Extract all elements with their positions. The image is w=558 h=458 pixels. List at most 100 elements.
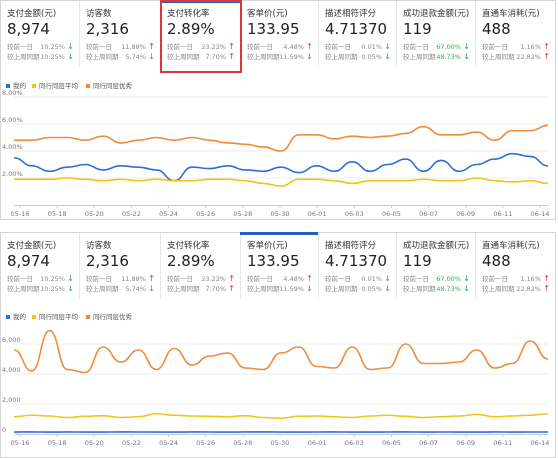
compare-percent: 48.73%: [436, 285, 461, 293]
compare-label: 较前一日: [167, 43, 193, 51]
metric-card[interactable]: 成功退款金额(元) 119 较前一日 67.00% ↓ 较上周同期 48.73% ↓: [397, 233, 476, 299]
compare-last-week: 较上周同期 22.82% ↑: [482, 284, 551, 294]
metric-title: 客单价(元): [247, 241, 288, 251]
compare-prev-day: 较前一日 23.23% ↑: [167, 42, 236, 52]
compare-label: 较上周同期: [247, 285, 280, 293]
compare-last-week: 较上周同期 0.05% ↓: [325, 52, 392, 62]
metric-card[interactable]: 客单价(元) 133.95 较前一日 4.48% ↑ 较上周同期 11.59% ↓: [241, 1, 319, 67]
arrow-down-icon: ↓: [67, 42, 74, 51]
arrow-down-icon: ↓: [67, 274, 74, 283]
metric-card[interactable]: 支付转化率 2.89% 较前一日 23.23% ↑ 较上周同期 7.70% ↑: [161, 1, 241, 67]
x-tick-label: 05-18: [48, 439, 67, 447]
metric-card[interactable]: 访客数 2,316 较前一日 11.88% ↑ 较上周同期 5.74% ↓: [80, 1, 161, 67]
metric-card[interactable]: 描述相符评分 4.71370 较前一日 0.01% ↓ 较上周同期 0.05% ↓: [319, 1, 397, 67]
x-tick-label: 05-26: [196, 439, 215, 447]
series-line: [13, 329, 549, 374]
x-tick-label: 05-24: [159, 439, 178, 447]
metric-card[interactable]: 支付金额(元) 8,974 较前一日 10.25% ↓ 较上周同期 10.25% ↓: [1, 233, 80, 299]
legend-swatch: [86, 84, 90, 88]
y-tick-label: 6.00%: [2, 116, 23, 124]
compare-percent: 11.59%: [279, 285, 304, 293]
legend-item[interactable]: 我的: [6, 311, 26, 321]
series-line: [13, 412, 549, 420]
metric-card[interactable]: 直通车消耗(元) 488 较前一日 1.16% ↑ 较上周同期 22.82% ↑: [476, 233, 555, 299]
compare-percent: 22.82%: [516, 53, 541, 61]
x-tick-label: 06-07: [419, 210, 438, 218]
x-tick-label: 05-20: [85, 210, 104, 218]
metric-title: 成功退款金额(元): [403, 241, 470, 251]
compare-label: 较前一日: [7, 275, 33, 283]
compare-label: 较上周同期: [482, 53, 515, 61]
metric-title: 访客数: [86, 241, 112, 251]
legend-item[interactable]: 我的: [6, 80, 26, 90]
metric-title: 支付转化率: [167, 9, 210, 19]
arrow-down-icon: ↓: [67, 52, 74, 61]
compare-label: 较前一日: [86, 275, 112, 283]
x-tick-label: 06-14: [531, 439, 550, 447]
compare-label: 较上周同期: [86, 285, 119, 293]
compare-percent: 11.59%: [279, 53, 304, 61]
legend-item[interactable]: 同行同层平均: [32, 311, 78, 321]
arrow-up-icon: ↑: [228, 42, 235, 51]
x-tick-label: 06-09: [456, 210, 475, 218]
compare-label: 较前一日: [325, 43, 351, 51]
x-tick-label: 06-11: [493, 210, 512, 218]
x-tick-label: 06-03: [345, 210, 364, 218]
compare-label: 较上周同期: [86, 53, 119, 61]
compare-prev-day: 较前一日 0.01% ↓: [325, 42, 392, 52]
arrow-up-icon: ↑: [228, 274, 235, 283]
x-tick-label: 05-22: [122, 439, 141, 447]
arrow-down-icon: ↓: [148, 284, 155, 293]
arrow-up-icon: ↑: [228, 52, 235, 61]
compare-label: 较前一日: [247, 43, 273, 51]
legend-label: 我的: [13, 82, 26, 90]
y-tick-label: 4,000: [2, 366, 21, 374]
compare-percent: 11.88%: [121, 43, 146, 51]
metric-value: 4.71370: [325, 20, 388, 38]
arrow-up-icon: ↑: [543, 42, 550, 51]
metric-value: 133.95: [247, 252, 300, 270]
legend-item[interactable]: 同行同层平均: [32, 80, 78, 90]
compare-label: 较上周同期: [167, 53, 200, 61]
compare-prev-day: 较前一日 23.23% ↑: [167, 274, 236, 284]
metric-card[interactable]: 描述相符评分 4.71370 较前一日 0.01% ↓ 较上周同期 0.05% ↓: [319, 233, 397, 299]
x-tick-label: 05-16: [11, 439, 30, 447]
compare-label: 较上周同期: [403, 285, 436, 293]
compare-label: 较上周同期: [167, 285, 200, 293]
metric-card[interactable]: 支付金额(元) 8,974 较前一日 10.25% ↓ 较上周同期 10.25% ↓: [1, 1, 80, 67]
legend-label: 我的: [13, 313, 26, 321]
compare-last-week: 较上周同期 0.05% ↓: [325, 284, 392, 294]
panel-border: [0, 0, 556, 220]
legend-item[interactable]: 同行同层优秀: [86, 80, 132, 90]
compare-prev-day: 较前一日 1.16% ↑: [482, 42, 551, 52]
metric-card[interactable]: 成功退款金额(元) 119 较前一日 67.00% ↓ 较上周同期 48.73% ↓: [397, 1, 476, 67]
legend-item[interactable]: 同行同层优秀: [86, 311, 132, 321]
legend-swatch: [32, 84, 36, 88]
legend-label: 同行同层平均: [39, 82, 78, 90]
metric-title: 直通车消耗(元): [482, 9, 540, 19]
metric-value: 2,316: [86, 252, 129, 270]
x-tick-label: 05-30: [271, 210, 290, 218]
compare-last-week: 较上周同期 5.74% ↓: [86, 52, 156, 62]
metric-card[interactable]: 支付转化率 2.89% 较前一日 23.23% ↑ 较上周同期 7.70% ↑: [161, 233, 241, 299]
legend-label: 同行同层优秀: [93, 313, 132, 321]
compare-percent: 0.05%: [361, 285, 382, 293]
metric-card[interactable]: 客单价(元) 133.95 较前一日 4.48% ↑ 较上周同期 11.59% ↓: [241, 233, 319, 299]
compare-percent: 11.88%: [121, 275, 146, 283]
compare-last-week: 较上周同期 48.73% ↓: [403, 284, 471, 294]
series-line: [13, 152, 549, 182]
arrow-down-icon: ↓: [463, 42, 470, 51]
compare-percent: 4.48%: [283, 275, 304, 283]
metric-value: 133.95: [247, 20, 300, 38]
legend-swatch: [6, 315, 10, 319]
metric-title: 访客数: [86, 9, 112, 19]
compare-percent: 1.16%: [520, 275, 541, 283]
compare-percent: 67.00%: [436, 43, 461, 51]
compare-label: 较前一日: [7, 43, 33, 51]
compare-percent: 23.23%: [201, 43, 226, 51]
metric-card[interactable]: 访客数 2,316 较前一日 11.88% ↑ 较上周同期 5.74% ↓: [80, 233, 161, 299]
metric-value: 119: [403, 252, 432, 270]
metric-strip: 支付金额(元) 8,974 较前一日 10.25% ↓ 较上周同期 10.25% ↓ 访客数 2,…: [1, 1, 555, 67]
metric-card[interactable]: 直通车消耗(元) 488 较前一日 1.16% ↑ 较上周同期 22.82% ↑: [476, 1, 555, 67]
arrow-up-icon: ↑: [306, 42, 313, 51]
